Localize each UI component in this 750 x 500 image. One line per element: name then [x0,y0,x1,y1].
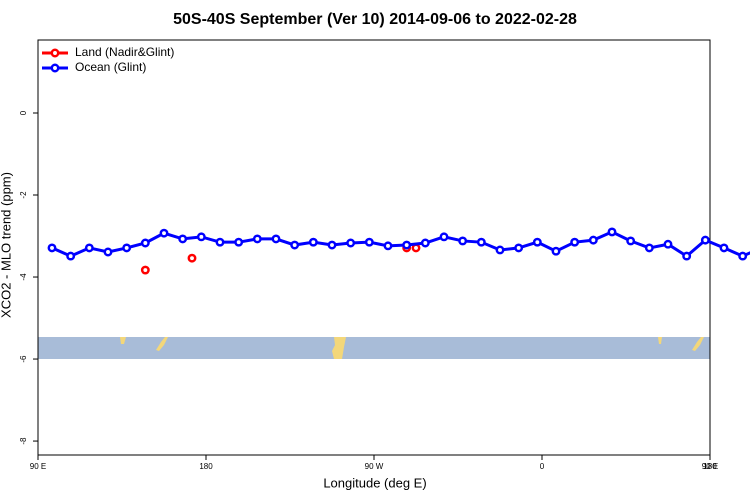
data-point [663,239,673,249]
data-point [159,228,169,238]
data-point [103,247,113,257]
data-point [84,243,94,253]
data-point [682,251,692,261]
legend-label: Land (Nadir&Glint) [75,45,174,59]
data-point [308,237,318,247]
data-point [327,240,337,250]
data-point [476,237,486,247]
series-line [51,230,750,258]
data-point [514,243,524,253]
data-point [364,237,374,247]
data-point [234,237,244,247]
data-point [271,234,281,244]
data-point [47,243,57,253]
data-point [66,251,76,261]
map-strip [38,337,710,359]
data-point [588,235,598,245]
x-tick-label: 180 [199,462,213,471]
data-point [439,232,449,242]
data-point [346,238,356,248]
data-point [290,240,300,250]
data-point [140,238,150,248]
y-tick-label: -4 [19,273,28,281]
x-tick-label: 0 [540,462,545,471]
x-tick-label: 90 E [702,462,718,471]
y-axis-label: XCO2 - MLO trend (ppm) [0,172,13,318]
data-point [187,253,197,263]
legend-marker [50,63,60,73]
data-point [178,234,188,244]
legend-label: Ocean (Glint) [75,60,146,74]
x-tick-label: 180 [703,462,717,471]
data-point [383,241,393,251]
x-axis-label: Longitude (deg E) [323,475,426,490]
data-point [215,237,225,247]
data-point [570,237,580,247]
data-point [700,235,710,245]
plot-frame [37,39,711,456]
data-point [607,227,617,237]
chart-title: 50S-40S September (Ver 10) 2014-09-06 to… [173,11,577,28]
data-point [495,245,505,255]
data-point [140,265,150,275]
legend-marker [50,48,60,58]
data-point [402,240,412,250]
x-tick-label: 90 E [30,462,46,471]
y-tick-label: 0 [19,110,28,115]
data-point [738,251,748,261]
data-point [252,234,262,244]
data-point [122,243,132,253]
y-tick-label: -8 [19,437,28,445]
data-point [644,243,654,253]
data-point [532,237,542,247]
data-point [551,246,561,256]
y-tick-label: -2 [19,191,28,199]
x-tick-label: 90 W [365,462,384,471]
data-point [458,236,468,246]
data-point [719,243,729,253]
y-tick-label: -6 [19,355,28,363]
data-point [420,238,430,248]
data-point [196,232,206,242]
data-point [626,236,636,246]
